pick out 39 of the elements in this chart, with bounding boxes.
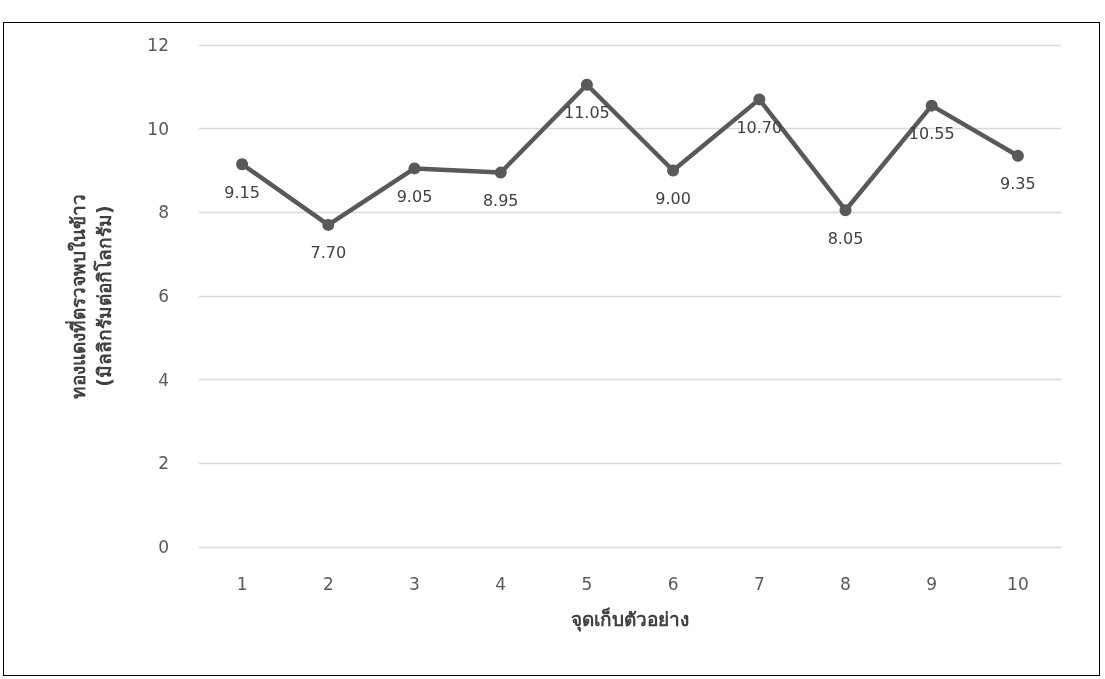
data-label: 9.05 xyxy=(396,186,433,206)
data-label: 9.15 xyxy=(224,182,260,202)
data-label: 11.05 xyxy=(563,103,610,123)
point xyxy=(494,166,507,179)
data-label: 7.70 xyxy=(310,243,347,263)
x-tick-label: 7 xyxy=(753,573,765,594)
point xyxy=(1011,149,1024,162)
x-tick-label: 1 xyxy=(236,573,248,594)
y-tick-label: 4 xyxy=(158,369,169,390)
data-label: 9.00 xyxy=(655,189,691,208)
y-tick-label: 12 xyxy=(147,35,169,55)
x-tick-label: 3 xyxy=(409,573,420,594)
point xyxy=(839,204,852,217)
x-tick-label: 10 xyxy=(1007,573,1029,594)
point xyxy=(753,93,766,106)
x-tick-label: 5 xyxy=(581,573,593,594)
data-label: 8.05 xyxy=(827,228,864,248)
y-axis-title: ทองแดงที่ตรวจพบในข้าว (มิลลิกรัมต่อกิโลกรัม) xyxy=(65,193,115,399)
x-tick-label: 4 xyxy=(495,573,507,594)
data-label: 9.35 xyxy=(1000,174,1036,194)
data-label: 10.70 xyxy=(736,117,783,137)
point xyxy=(236,158,249,171)
data-label: 8.95 xyxy=(482,191,519,211)
point xyxy=(408,162,421,175)
point xyxy=(667,164,680,177)
y-tick-label: 8 xyxy=(158,202,169,223)
y-tick-label: 10 xyxy=(147,118,169,139)
point xyxy=(322,218,335,231)
x-tick-label: 9 xyxy=(926,573,938,594)
x-axis-title: จุดเก็บตัวอย่าง xyxy=(571,606,689,632)
x-tick-label: 2 xyxy=(322,573,334,594)
y-tick-label: 0 xyxy=(158,537,169,557)
x-tick-label: 6 xyxy=(667,573,679,594)
point xyxy=(925,99,938,112)
data-label: 10.55 xyxy=(908,124,955,144)
point xyxy=(580,78,593,91)
y-tick-label: 6 xyxy=(158,286,169,306)
y-tick-label: 2 xyxy=(158,453,169,474)
x-tick-label: 8 xyxy=(840,573,851,594)
